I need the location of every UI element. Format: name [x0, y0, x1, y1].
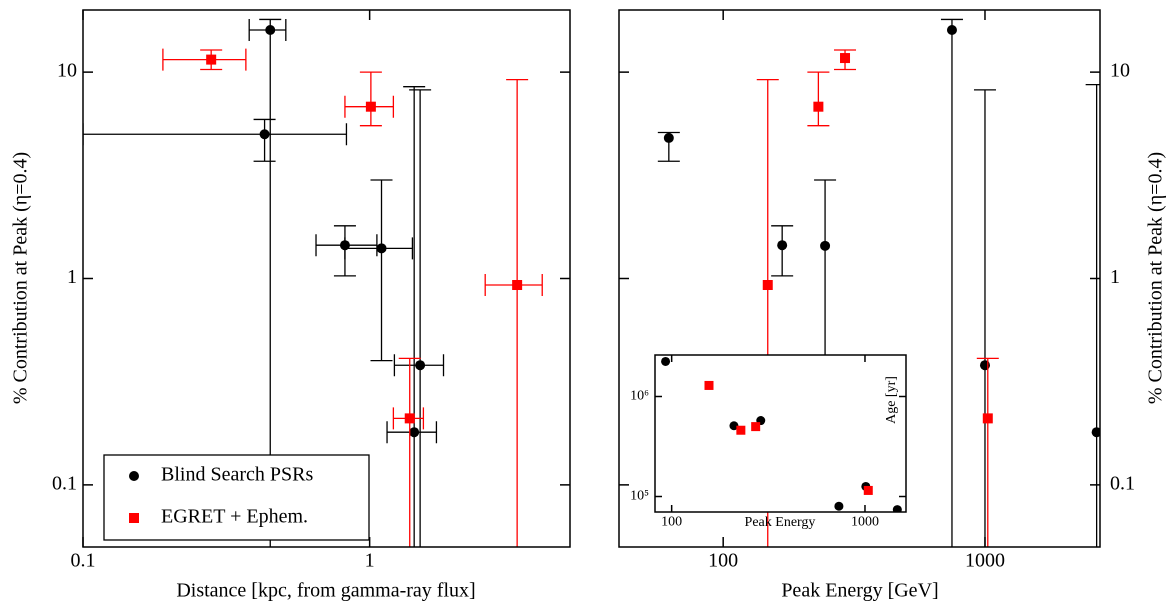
y-error-bar — [814, 179, 837, 362]
plot-frame — [618, 9, 1101, 548]
x-axis-label: Distance [kpc, from gamma-ray flux] — [176, 580, 475, 602]
y-error-bar — [807, 71, 830, 127]
point — [982, 413, 993, 424]
x-tick-label: 100 — [661, 515, 682, 530]
plot-frame — [654, 354, 907, 513]
legend-label: Blind Search PSRs — [161, 464, 313, 486]
point — [736, 425, 746, 435]
x-tick-label: 0.1 — [71, 550, 96, 572]
y-error-bar — [409, 89, 432, 547]
y-axis-label: Age [yr] — [884, 376, 899, 424]
y-tick-label: 1 — [1110, 266, 1120, 288]
legend-box — [103, 454, 370, 541]
plot-area — [661, 356, 902, 512]
x-axis-label: Peak Energy — [745, 515, 816, 530]
point — [661, 356, 671, 366]
x-tick-label: 1000 — [851, 515, 879, 530]
y-axis-label: % Contribution at Peak (η=0.4) — [10, 152, 32, 404]
chart-panel: 100 1000 10⁵ 10⁶ Peak Energy Age [yr] — [630, 354, 907, 530]
y-tick-label: 10⁵ — [630, 489, 649, 504]
point — [751, 422, 761, 432]
point — [409, 427, 420, 438]
point — [834, 501, 844, 511]
point — [1091, 427, 1100, 438]
point — [863, 485, 873, 495]
x-tick-label: 1 — [365, 550, 375, 572]
y-axis-label: % Contribution at Peak (η=0.4) — [1145, 152, 1167, 404]
y-tick-label: 0.1 — [1110, 472, 1135, 494]
y-tick-label: 0.1 — [52, 472, 77, 494]
point — [820, 240, 831, 251]
plot-frame — [82, 9, 571, 548]
y-error-bar — [403, 86, 426, 547]
point — [265, 24, 276, 35]
point — [840, 53, 851, 64]
point — [762, 280, 773, 291]
y-tick-label: 1 — [67, 266, 77, 288]
point — [365, 101, 376, 112]
x-tick-label: 100 — [708, 550, 738, 572]
point — [729, 421, 739, 431]
legend-marker — [129, 471, 139, 481]
y-error-bar — [253, 118, 276, 162]
point — [777, 240, 788, 251]
chart-panel: 0.1 1 0.1 1 10 Distance [kpc, from gamma-ray … — [10, 9, 571, 602]
legend-marker — [129, 513, 139, 523]
x-tick-label: 1000 — [965, 550, 1005, 572]
y-error-bar — [359, 71, 382, 127]
y-error-bar — [1085, 83, 1100, 547]
point — [813, 101, 824, 112]
point — [206, 54, 217, 65]
y-error-bar — [940, 18, 963, 547]
y-error-bar — [506, 78, 529, 547]
y-tick-label: 10 — [1110, 60, 1130, 82]
y-error-bar — [370, 179, 393, 362]
x-axis-label: Peak Energy [GeV] — [781, 580, 938, 602]
point — [946, 24, 957, 35]
point — [259, 129, 270, 140]
y-error-bar — [398, 357, 421, 547]
chart-panel: 100 1000 0.1 1 10 Peak Energy [GeV] % Contribu… — [618, 9, 1167, 602]
plot-area — [83, 18, 543, 547]
x-error-bar — [162, 48, 247, 71]
y-error-bar — [973, 89, 996, 547]
point — [404, 413, 415, 424]
point — [512, 280, 523, 291]
point — [376, 243, 387, 254]
y-error-bar — [771, 225, 794, 277]
point — [979, 360, 990, 371]
x-error-bar — [83, 123, 348, 146]
point — [415, 360, 426, 371]
point — [892, 505, 902, 512]
y-tick-label: 10 — [57, 60, 77, 82]
y-error-bar — [976, 357, 999, 547]
point — [663, 132, 674, 143]
point — [704, 380, 714, 390]
legend-label: EGRET + Ephem. — [161, 506, 308, 528]
y-tick-label: 10⁶ — [630, 389, 649, 404]
